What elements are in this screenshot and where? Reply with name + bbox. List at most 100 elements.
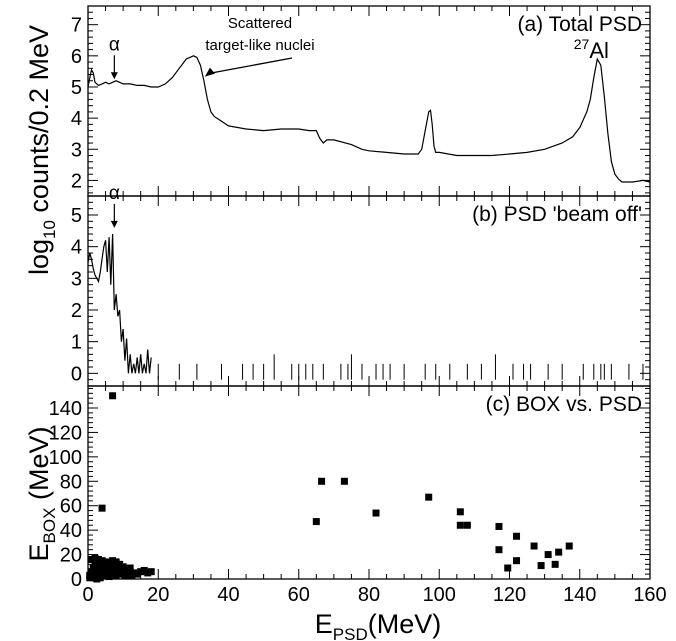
x-tick-label: 120 [493, 584, 526, 606]
x-axis-label: EPSD(MeV) [315, 609, 441, 641]
data-point [89, 574, 97, 582]
data-point [116, 560, 124, 568]
y-tick-label: 5 [71, 77, 82, 99]
data-point [119, 563, 127, 571]
data-point [340, 477, 348, 485]
data-point [93, 562, 101, 570]
data-point [544, 551, 552, 559]
data-point [96, 574, 104, 582]
data-point [88, 568, 96, 576]
data-point [98, 563, 106, 571]
data-point [91, 558, 99, 566]
y-tick-label: 6 [71, 46, 82, 68]
data-point [555, 548, 563, 556]
data-point [116, 570, 124, 578]
y-axis-label-ebox: EBOX (MeV) [24, 427, 59, 562]
data-point [133, 570, 141, 578]
data-point [112, 571, 120, 579]
data-point [456, 508, 464, 516]
data-point [147, 568, 155, 576]
data-point [312, 518, 320, 526]
data-point [112, 558, 120, 566]
y-tick-label: 1 [71, 332, 82, 354]
alpha-label: α [109, 183, 120, 204]
data-point [513, 557, 521, 565]
data-point [110, 566, 118, 574]
y-tick-label: 40 [60, 520, 82, 542]
data-point [565, 542, 573, 550]
x-tick-label: 100 [423, 584, 456, 606]
data-point [105, 573, 113, 581]
data-point [121, 571, 129, 579]
annotation-al27: 27Al [574, 36, 609, 63]
alpha-arrowhead [110, 72, 118, 80]
x-tick-label: 160 [633, 584, 666, 606]
data-point [93, 575, 101, 583]
data-point [495, 522, 503, 530]
data-point [456, 521, 464, 529]
data-point [463, 521, 471, 529]
y-tick-label: 4 [71, 108, 82, 130]
panel-a: 2 3 4 5 6 7 (a) Total PSD α Scattered target-like… [71, 5, 651, 197]
y-tick-label: 0 [71, 363, 82, 385]
panel-title: (c) BOX vs. PSD [486, 393, 642, 416]
data-point [91, 554, 99, 562]
data-point [140, 566, 148, 574]
y-tick-label: 2 [71, 170, 82, 192]
data-point [98, 504, 106, 512]
data-point [105, 559, 113, 567]
x-tick-label: 40 [217, 584, 239, 606]
data-point [504, 564, 512, 572]
data-point [89, 564, 97, 572]
data-point [495, 546, 503, 554]
data-point [130, 569, 138, 577]
series-line [87, 55, 651, 183]
data-point [425, 493, 433, 501]
series-line [87, 233, 152, 374]
data-point [318, 477, 326, 485]
data-point [551, 560, 559, 568]
y-tick-label: 7 [71, 15, 82, 37]
data-point [98, 557, 106, 565]
data-point [109, 392, 117, 400]
y-tick-label: 100 [49, 447, 82, 469]
x-tick-label: 20 [147, 584, 169, 606]
data-point [98, 570, 106, 578]
x-tick-label: 140 [563, 584, 596, 606]
data-point [537, 562, 545, 570]
data-point [109, 557, 117, 565]
y-tick-label: 2 [71, 300, 82, 322]
data-point [530, 542, 538, 550]
panel-b: 0 1 2 3 4 5 (b) PSD 'beam off' α [71, 183, 651, 387]
x-tick-label: 0 [82, 584, 93, 606]
y-tick-label: 120 [49, 422, 82, 444]
data-point [102, 564, 110, 572]
x-tick-label: 60 [288, 584, 310, 606]
annotation-arrow [207, 57, 293, 75]
y-tick-label: 5 [71, 205, 82, 227]
data-point [102, 558, 110, 566]
data-point [372, 509, 380, 517]
data-point [513, 532, 521, 540]
y-tick-label: 4 [71, 237, 82, 259]
data-point [126, 568, 134, 576]
data-point [137, 568, 145, 576]
annotation-target-like: target-like nuclei [205, 37, 314, 54]
y-axis-label-counts: log10 counts/0.2 MeV [24, 25, 59, 275]
annotation-scattered: Scattered [228, 15, 292, 32]
y-tick-label: 80 [60, 471, 82, 493]
panels: 2 3 4 5 6 7 (a) Total PSD α Scattered target-like… [49, 5, 667, 606]
y-tick-label: 140 [49, 398, 82, 420]
data-point [126, 564, 134, 572]
data-point [86, 574, 94, 582]
panel-title: (a) Total PSD [518, 13, 643, 36]
data-point [103, 569, 111, 577]
data-point [109, 563, 117, 571]
data-point [123, 565, 131, 573]
x-tick-label: 80 [358, 584, 380, 606]
y-tick-label: 60 [60, 496, 82, 518]
data-point [95, 555, 103, 563]
annotation-arrowhead [204, 67, 215, 77]
